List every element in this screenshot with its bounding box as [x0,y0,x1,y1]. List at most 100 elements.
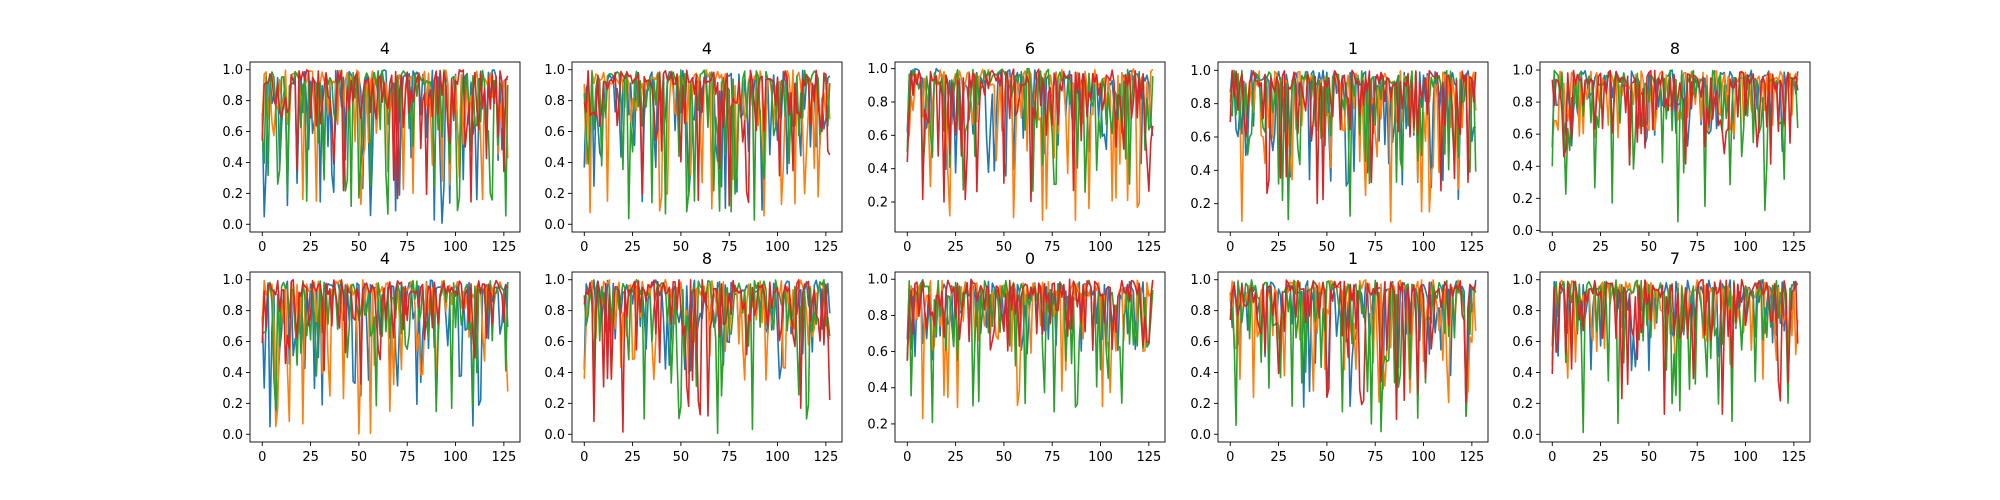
series-group [583,69,831,221]
axes-frame [571,271,843,443]
x-tick-label: 125 [1781,450,1806,465]
y-tick-label: 0.4 [222,156,243,171]
series-line-4 [1229,279,1477,421]
series-group [906,67,1154,222]
x-tick-label: 25 [1270,450,1287,465]
x-tick-label: 50 [1319,240,1336,255]
series-group [1229,69,1477,223]
series-line-1 [1229,279,1477,417]
x-tick-label: 50 [351,240,368,255]
x-tick-label: 0 [1226,240,1234,255]
y-tick-label: 0.6 [1512,128,1533,143]
y-tick-label: 1.0 [222,63,243,78]
x-tick-label: 100 [1088,240,1113,255]
y-tick-label: 1.0 [867,62,888,77]
x-tick-label: 125 [813,240,838,255]
y-tick-label: 0.2 [222,397,243,412]
x-tick-label: 50 [673,240,690,255]
x-tick-label: 75 [1689,240,1706,255]
series-line-4 [1229,69,1477,205]
subplot-8: 0 0 25 50 75 100 125 0.2 0.4 0.6 0.8 1.0 [867,249,1166,465]
y-tick-label: 0.8 [222,94,243,109]
x-tick-label: 50 [673,450,690,465]
series-line-4 [261,69,509,203]
x-tick-label: 25 [947,450,964,465]
y-tick-label: 0.4 [1512,160,1533,175]
y-tick-label: 0.2 [1512,192,1533,207]
axes-frame [571,61,843,233]
y-tick-label: 0.6 [544,125,565,140]
series-line-4 [906,68,1154,203]
y-tick-label: 0.0 [1190,428,1211,443]
x-tick-label: 0 [580,240,588,255]
x-tick-label: 50 [1319,450,1336,465]
y-tick-label: 0.0 [1512,224,1533,239]
subplot-title: 6 [1025,39,1035,58]
y-tick-label: 0.6 [867,129,888,144]
y-tick-label: 0.0 [544,428,565,443]
y-tick-label: 0.4 [867,381,888,396]
series-line-3 [261,69,509,217]
x-tick-label: 75 [1044,240,1061,255]
y-tick-label: 0.6 [1190,335,1211,350]
series-line-4 [906,278,1154,361]
axes-frame [894,271,1166,443]
x-tick-label: 0 [258,450,266,465]
x-tick-label: 100 [1411,450,1436,465]
subplot-title: 4 [380,249,390,268]
x-tick-label: 25 [1592,450,1609,465]
series-group [583,278,831,435]
x-tick-label: 0 [1548,240,1556,255]
subplot-4: 1 0 25 50 75 100 125 0.2 0.4 0.6 0.8 1.0 [1190,39,1489,255]
x-tick-label: 0 [1226,450,1234,465]
x-tick-label: 25 [1592,240,1609,255]
series-group [1551,69,1799,223]
subplot-title: 1 [1348,39,1358,58]
y-tick-label: 0.8 [867,309,888,324]
subplot-10: 7 0 25 50 75 100 125 0.0 0.2 0.4 0.6 0.8 1.0 [1512,249,1811,465]
y-tick-label: 0.8 [1512,96,1533,111]
y-tick-label: 1.0 [867,273,888,288]
y-tick-label: 0.6 [1512,335,1533,350]
subplot-title: 8 [1670,39,1680,58]
y-tick-label: 0.4 [222,366,243,381]
series-group [1229,279,1477,433]
x-tick-label: 100 [1733,240,1758,255]
y-tick-label: 1.0 [1190,273,1211,288]
y-tick-label: 0.4 [544,156,565,171]
series-group [261,69,509,224]
series-group [906,278,1154,424]
x-tick-label: 100 [443,240,468,255]
x-tick-label: 100 [765,240,790,255]
y-tick-label: 0.8 [544,94,565,109]
x-tick-label: 125 [1459,240,1484,255]
y-tick-label: 0.2 [222,187,243,202]
axes-frame [894,61,1166,233]
y-tick-label: 0.6 [222,335,243,350]
x-tick-label: 125 [1781,240,1806,255]
x-tick-label: 50 [996,450,1013,465]
y-tick-label: 0.6 [222,125,243,140]
x-tick-label: 75 [721,450,738,465]
x-tick-label: 100 [443,450,468,465]
y-tick-label: 0.8 [1512,304,1533,319]
y-tick-label: 0.2 [1190,397,1211,412]
subplot-3: 6 0 25 50 75 100 125 0.2 0.4 0.6 0.8 1.0 [867,39,1166,255]
x-tick-label: 0 [1548,450,1556,465]
x-tick-label: 25 [624,240,641,255]
x-tick-label: 125 [491,240,516,255]
axes-frame [1539,271,1811,443]
axes-frame [1539,61,1811,233]
x-tick-label: 0 [903,450,911,465]
x-tick-label: 100 [765,450,790,465]
x-tick-label: 125 [1136,450,1161,465]
y-tick-label: 1.0 [1190,64,1211,79]
y-tick-label: 0.2 [1512,397,1533,412]
y-tick-label: 0.0 [544,218,565,233]
subplot-title: 7 [1670,249,1680,268]
y-tick-label: 0.6 [544,335,565,350]
x-tick-label: 25 [302,240,319,255]
series-line-4 [1551,278,1799,415]
x-tick-label: 25 [947,240,964,255]
